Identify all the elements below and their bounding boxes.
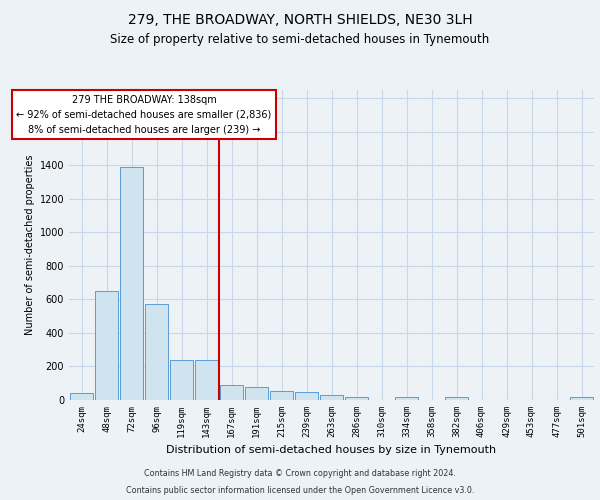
Bar bbox=[345, 396, 368, 400]
Bar bbox=[295, 392, 318, 400]
Bar bbox=[570, 396, 593, 400]
Bar bbox=[170, 360, 193, 400]
Bar bbox=[120, 167, 143, 400]
Bar bbox=[245, 386, 268, 400]
Text: 279 THE BROADWAY: 138sqm
← 92% of semi-detached houses are smaller (2,836)
8% of: 279 THE BROADWAY: 138sqm ← 92% of semi-d… bbox=[16, 95, 272, 134]
Bar bbox=[145, 304, 168, 400]
X-axis label: Distribution of semi-detached houses by size in Tynemouth: Distribution of semi-detached houses by … bbox=[166, 446, 497, 456]
Text: Contains HM Land Registry data © Crown copyright and database right 2024.: Contains HM Land Registry data © Crown c… bbox=[144, 468, 456, 477]
Y-axis label: Number of semi-detached properties: Number of semi-detached properties bbox=[25, 155, 35, 335]
Text: 279, THE BROADWAY, NORTH SHIELDS, NE30 3LH: 279, THE BROADWAY, NORTH SHIELDS, NE30 3… bbox=[128, 12, 472, 26]
Bar bbox=[195, 360, 218, 400]
Bar bbox=[95, 291, 118, 400]
Bar bbox=[220, 385, 243, 400]
Bar bbox=[320, 395, 343, 400]
Text: Size of property relative to semi-detached houses in Tynemouth: Size of property relative to semi-detach… bbox=[110, 32, 490, 46]
Bar bbox=[395, 396, 418, 400]
Bar bbox=[70, 394, 93, 400]
Bar bbox=[445, 396, 468, 400]
Bar bbox=[270, 391, 293, 400]
Text: Contains public sector information licensed under the Open Government Licence v3: Contains public sector information licen… bbox=[126, 486, 474, 495]
